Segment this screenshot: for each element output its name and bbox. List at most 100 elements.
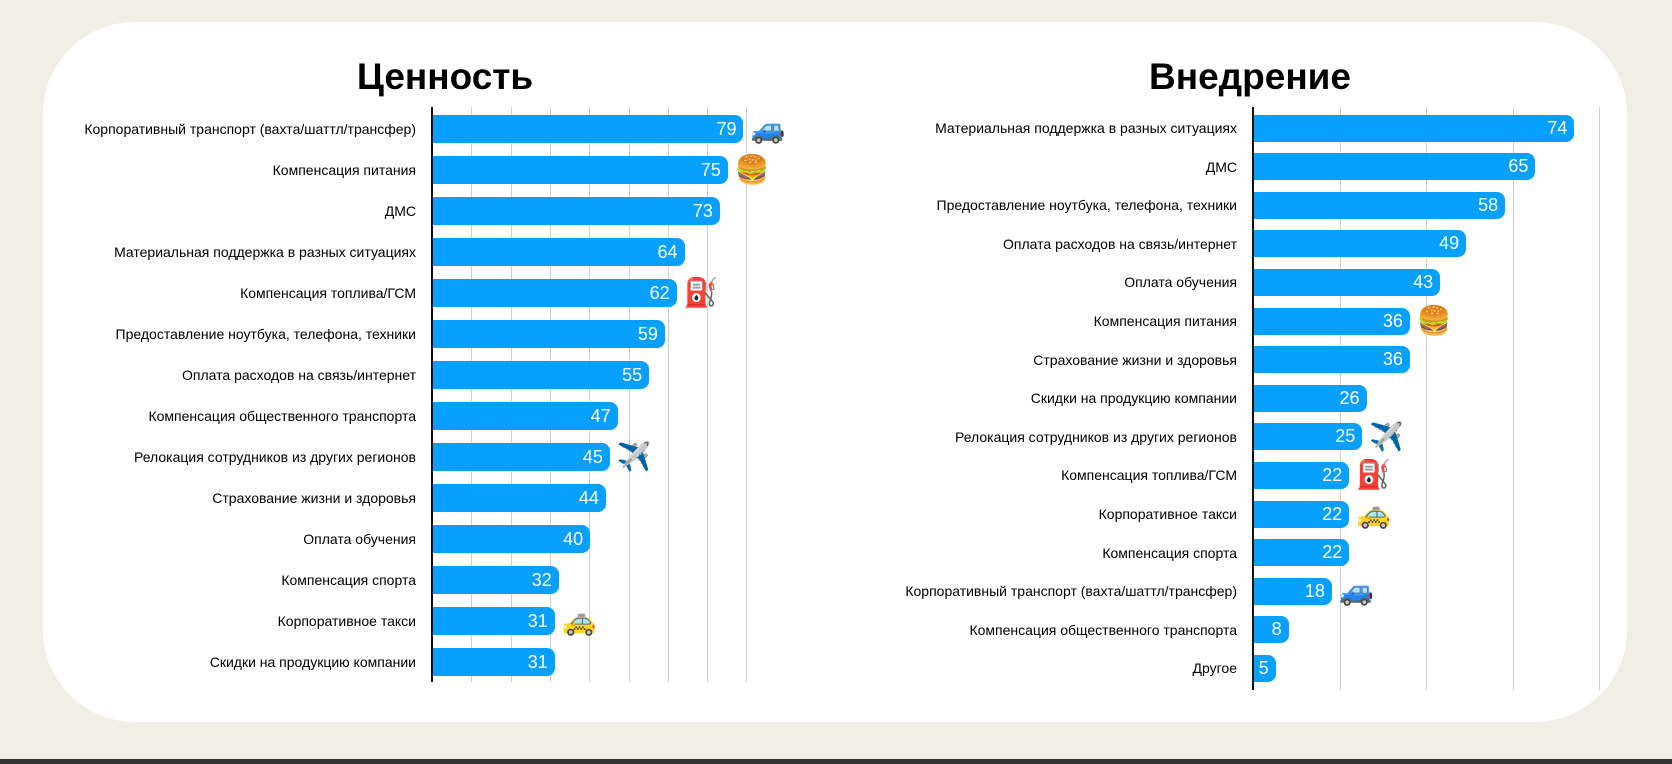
value-label: 36: [1382, 310, 1403, 331]
category-label: Компенсация топлива/ГСМ: [1061, 467, 1237, 484]
value-label: 31: [527, 651, 548, 672]
bar[interactable]: 25: [1254, 423, 1363, 451]
value-label: 5: [1258, 657, 1269, 678]
bar[interactable]: 18: [1254, 577, 1332, 605]
value-label: 40: [563, 528, 584, 549]
value-label: 49: [1439, 233, 1460, 254]
bar[interactable]: 62: [433, 279, 677, 307]
taxi-icon: 🚕: [1356, 498, 1392, 529]
bar[interactable]: 79: [433, 115, 744, 143]
category-label: Релокация сотрудников из других регионов: [955, 428, 1237, 445]
category-label: Корпоративное такси: [277, 613, 416, 629]
category-label: Корпоративный транспорт (вахта/шаттл/тра…: [905, 583, 1237, 600]
fuel-pump-icon: ⛽: [683, 277, 719, 308]
value-label: 47: [590, 405, 611, 426]
value-label: 59: [637, 323, 658, 344]
value-label: 62: [649, 282, 670, 303]
y-axis-line: [1252, 107, 1254, 690]
bottom-bar: [0, 759, 1672, 764]
chart-title-value: Ценность: [356, 56, 534, 97]
value-label: 22: [1322, 464, 1343, 485]
bar[interactable]: 49: [1254, 230, 1467, 258]
gridline: [628, 107, 630, 682]
gridline: [471, 107, 473, 682]
value-label: 31: [527, 610, 548, 631]
category-label: Компенсация питания: [1093, 313, 1237, 329]
bar[interactable]: 73: [433, 197, 720, 225]
category-label: Предоставление ноутбука, телефона, техни…: [115, 326, 416, 342]
category-label: Скидки на продукцию компании: [1030, 390, 1237, 407]
category-label: Страхование жизни и здоровья: [1033, 351, 1237, 368]
bar[interactable]: 22: [1254, 461, 1350, 489]
category-label: ДМС: [1205, 158, 1237, 175]
category-label: Корпоративный транспорт (вахта/шаттл/тра…: [84, 121, 416, 137]
gridline: [549, 107, 551, 682]
airplane-icon: ✈️: [1369, 420, 1405, 452]
value-label: 25: [1335, 426, 1356, 447]
bar[interactable]: 36: [1254, 346, 1410, 374]
gridline: [589, 107, 591, 682]
bar[interactable]: 75: [433, 156, 728, 184]
bar[interactable]: 22: [1254, 500, 1350, 528]
value-label: 45: [582, 446, 603, 467]
bar[interactable]: 45: [433, 443, 610, 471]
bar[interactable]: 5: [1254, 654, 1276, 682]
burger-icon: 🍔: [734, 154, 770, 185]
category-label: Корпоративное такси: [1098, 506, 1237, 522]
value-label: 18: [1304, 580, 1325, 601]
gridline: [1599, 107, 1601, 690]
value-label: 79: [716, 118, 737, 139]
value-label: 75: [700, 159, 721, 180]
category-label: ДМС: [384, 203, 416, 219]
value-label: 32: [531, 569, 552, 590]
bar[interactable]: 40: [433, 525, 591, 553]
bar[interactable]: 36: [1254, 307, 1410, 335]
bar[interactable]: 64: [433, 238, 685, 266]
value-label: 73: [692, 200, 713, 221]
category-label: Компенсация питания: [272, 162, 416, 178]
category-label: Оплата расходов на связь/интернет: [1003, 235, 1237, 252]
category-label: Оплата расходов на связь/интернет: [182, 367, 416, 383]
bar[interactable]: 59: [433, 320, 665, 348]
category-label: Компенсация спорта: [1102, 544, 1237, 561]
y-axis-line: [431, 107, 433, 682]
bar[interactable]: 31: [433, 648, 555, 676]
value-label: 64: [657, 241, 678, 262]
category-label: Материальная поддержка в разных ситуация…: [935, 120, 1237, 136]
bar[interactable]: 31: [433, 607, 555, 635]
bar[interactable]: 22: [1254, 539, 1350, 567]
bar[interactable]: 26: [1254, 384, 1367, 412]
bar[interactable]: 47: [433, 402, 618, 430]
bar[interactable]: 8: [1254, 616, 1289, 644]
bar[interactable]: 44: [433, 484, 606, 512]
bar[interactable]: 32: [433, 566, 559, 594]
value-label: 8: [1271, 619, 1282, 640]
category-label: Компенсация топлива/ГСМ: [240, 285, 416, 301]
gridline: [1512, 107, 1514, 690]
bar[interactable]: 43: [1254, 268, 1441, 296]
bar[interactable]: 55: [433, 361, 650, 389]
value-label: 65: [1508, 156, 1529, 177]
value-label: 55: [622, 364, 643, 385]
bar[interactable]: 58: [1254, 191, 1506, 219]
value-label: 36: [1382, 349, 1403, 370]
gridline: [1426, 107, 1428, 690]
category-label: Компенсация общественного транспорта: [969, 621, 1237, 638]
taxi-icon: 🚕: [561, 605, 597, 636]
chart-title-adoption: Внедрение: [1149, 56, 1351, 97]
fuel-pump-icon: ⛽: [1356, 459, 1392, 491]
category-label: Оплата обучения: [1124, 274, 1237, 291]
gridline: [746, 107, 748, 682]
category-label: Компенсация спорта: [281, 572, 416, 588]
category-label: Оплата обучения: [303, 531, 416, 547]
value-label: 44: [578, 487, 599, 508]
gridline: [510, 107, 512, 682]
airplane-icon: ✈️: [616, 441, 652, 472]
category-label: Предоставление ноутбука, телефона, техни…: [936, 197, 1237, 214]
bar[interactable]: 65: [1254, 153, 1536, 181]
value-label: 74: [1547, 117, 1568, 138]
category-label: Скидки на продукцию компании: [209, 654, 416, 670]
bar[interactable]: 74: [1254, 114, 1575, 142]
